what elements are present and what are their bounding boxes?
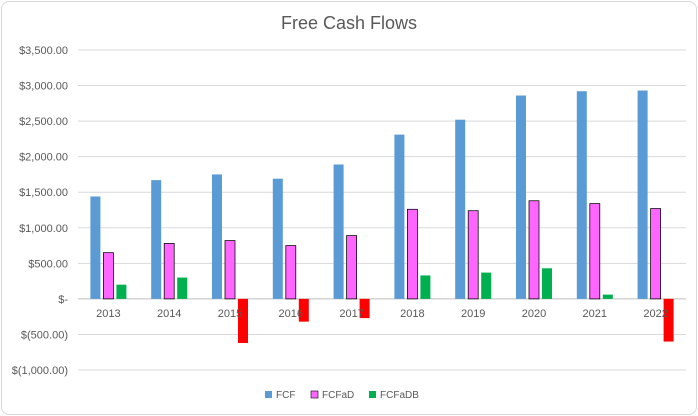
bar-fcfadb-2013	[116, 284, 127, 299]
legend-item-fcfad: FCFaD	[310, 390, 354, 401]
bar-fcfad-2014	[163, 243, 175, 300]
bar-fcfad-2017	[346, 235, 357, 300]
y-tick-label: $-	[58, 294, 68, 306]
bar-fcfadb-2014	[177, 277, 188, 299]
x-tick-label: 2020	[522, 308, 546, 320]
bar-fcf-2014	[151, 180, 162, 299]
bar-fcf-2017	[333, 164, 344, 299]
y-tick-label: $3,500.00	[19, 45, 68, 57]
bar-fcfad-2015	[224, 240, 236, 300]
x-tick-label: 2015	[218, 308, 242, 320]
x-tick-label: 2016	[279, 308, 303, 320]
x-tick-label: 2019	[461, 308, 485, 320]
y-axis-labels: $3,500.00 $3,000.00 $2,500.00 $2,000.00 $1,5…	[12, 45, 69, 377]
bar-fcfad-2021	[589, 203, 601, 300]
x-tick-label: 2021	[583, 308, 607, 320]
bar-fcf-2015	[212, 174, 222, 299]
bar-fcfadb-2015	[238, 298, 248, 343]
bar-fcf-2013	[90, 196, 101, 299]
bar-fcf-2018	[394, 134, 405, 299]
bar-fcfadb-2020	[542, 268, 552, 299]
bar-fcfad-2013	[103, 252, 114, 300]
bar-fcf-2020	[516, 95, 526, 299]
y-tick-label: $1,000.00	[19, 223, 68, 235]
legend-swatch	[369, 391, 376, 398]
y-tick-label: $3,000.00	[19, 81, 68, 93]
chart-title: Free Cash Flows	[281, 13, 417, 33]
legend-swatch	[265, 391, 272, 398]
legend: FCF FCFaD FCFaDB	[265, 390, 419, 401]
bar-fcfadb-2017	[359, 298, 370, 319]
y-tick-label: $2,000.00	[19, 152, 68, 164]
legend-label: FCFaDB	[380, 390, 419, 401]
legend-item-fcfadb: FCFaDB	[369, 390, 419, 401]
bar-fcfad-2022	[650, 208, 661, 300]
bar-fcfadb-2022	[663, 298, 674, 342]
bar-fcf-2022	[637, 90, 648, 299]
y-tick-label: $2,500.00	[19, 116, 68, 128]
legend-label: FCFaD	[322, 390, 354, 401]
bar-fcfadb-2021	[602, 294, 613, 299]
x-tick-label: 2022	[643, 308, 667, 320]
bar-fcfadb-2018	[420, 275, 431, 299]
legend-item-fcf: FCF	[265, 390, 295, 401]
bar-fcfad-2019	[467, 210, 479, 300]
x-axis-labels: 2013 2014 2015 2016 2017 2018 2019 2020 2021 2022	[96, 308, 668, 320]
bar-fcfadb-2019	[481, 272, 492, 299]
y-tick-label: $1,500.00	[19, 187, 68, 199]
x-tick-label: 2014	[157, 308, 181, 320]
bar-fcfad-2016	[285, 245, 297, 300]
legend-swatch	[310, 390, 319, 399]
y-tick-label: $500.00	[28, 258, 68, 270]
bar-fcf-2021	[576, 91, 587, 299]
legend-label: FCF	[276, 390, 295, 401]
bars	[90, 90, 674, 343]
bar-fcfad-2018	[407, 208, 418, 300]
y-tick-label: $(500.00)	[21, 329, 68, 341]
bar-fcf-2016	[272, 178, 283, 299]
bar-fcf-2019	[455, 119, 466, 299]
bar-fcfad-2020	[528, 200, 540, 300]
x-tick-label: 2013	[96, 308, 120, 320]
y-tick-label: $(1,000.00)	[12, 365, 68, 377]
x-tick-label: 2018	[400, 308, 424, 320]
x-tick-label: 2017	[339, 308, 363, 320]
bar-fcfadb-2016	[298, 298, 309, 322]
